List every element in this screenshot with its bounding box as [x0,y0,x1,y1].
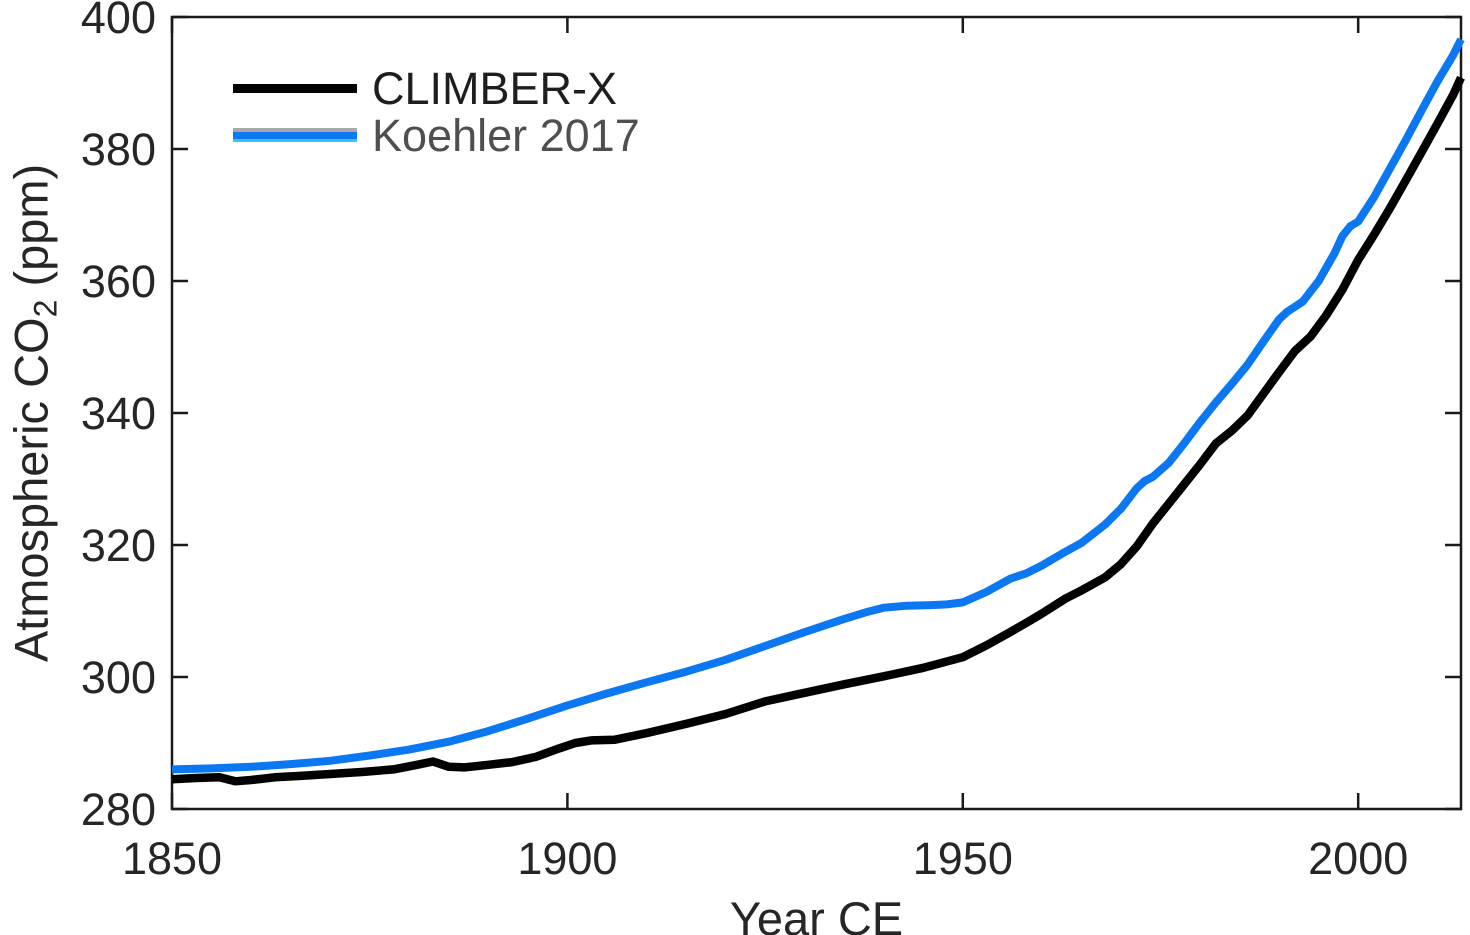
koehler-2017-line-swatch [233,128,357,142]
y-axis-label-unit: (ppm) [4,163,58,300]
y-axis-label: Atmospheric CO2 (ppm) [4,164,65,662]
y-axis-label-main: Atmospheric CO [4,317,58,663]
y-tick-label-360: 360 [81,256,156,307]
legend-label-climber-x: CLIMBER-X [372,63,618,114]
x-tick-label-2000: 2000 [1308,833,1408,884]
x-tick-label-1850: 1850 [122,833,222,884]
series-koehler-2017-line [171,37,1465,774]
y-tick-label-400: 400 [81,0,156,43]
y-tick-label-280: 280 [81,784,156,835]
y-tick-label-380: 380 [81,124,156,175]
y-tick-label-300: 300 [81,652,156,703]
x-tick-label-1950: 1950 [913,833,1013,884]
series-climber-x-line [171,75,1465,786]
y-tick-label-340: 340 [81,388,156,439]
climber-x-line-swatch [233,84,357,93]
x-axis-label: Year CE [729,892,904,935]
legend-label-koehler-2017: Koehler 2017 [372,110,640,161]
x-tick-label-1900: 1900 [517,833,617,884]
y-axis-label-subscript: 2 [27,299,64,318]
y-tick-label-320: 320 [81,520,156,571]
